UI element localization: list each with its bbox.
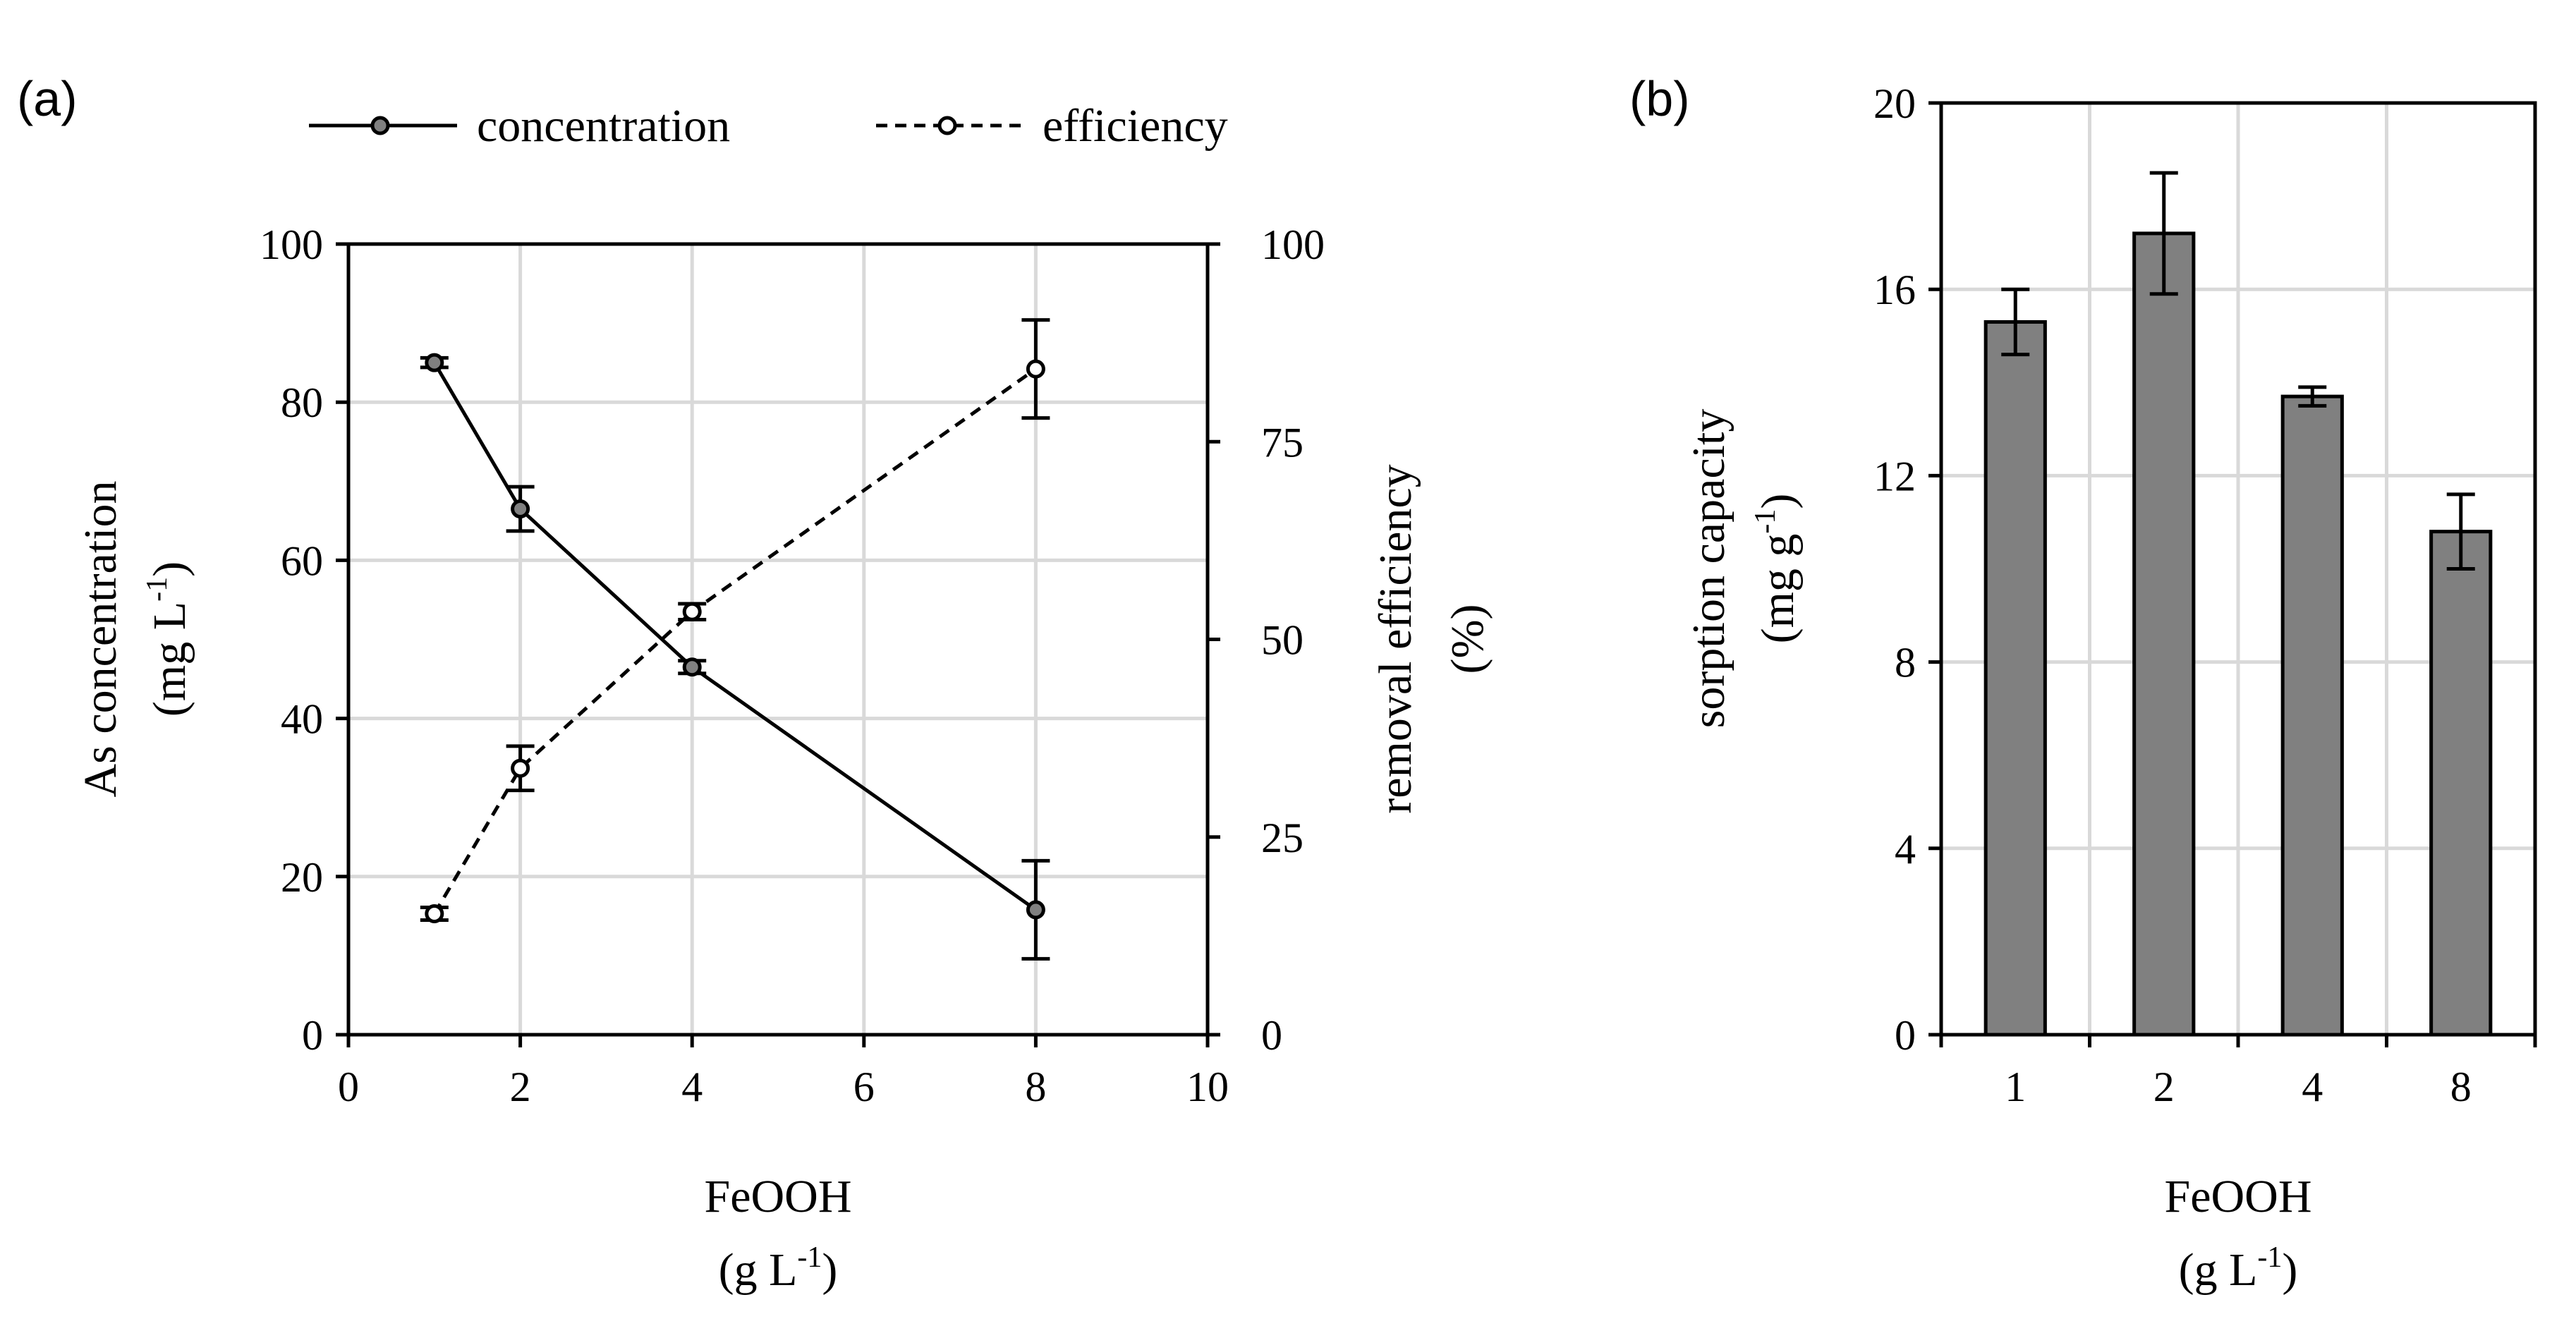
panel-label: (a) [17, 71, 78, 126]
legend-label-efficiency: efficiency [1043, 100, 1228, 152]
y-left-tick-label: 20 [281, 854, 323, 901]
y-tick-label: 20 [1873, 80, 1916, 127]
x-tick-label: 2 [510, 1064, 531, 1110]
y-left-tick-label: 60 [281, 537, 323, 584]
data-point-efficiency [511, 758, 530, 778]
x-tick-label: 0 [338, 1064, 359, 1110]
series-line-efficiency [432, 367, 1037, 915]
y-tick-label: 0 [1895, 1012, 1916, 1059]
data-point-concentration [425, 353, 444, 372]
x-axis-title: FeOOH [705, 1171, 852, 1222]
y-tick-label: 4 [1895, 826, 1916, 872]
bar-2 [2132, 231, 2196, 1037]
x-tick-label: 8 [2450, 1064, 2472, 1110]
y-right-tick-label: 75 [1261, 419, 1304, 466]
plot-frame [346, 242, 1210, 1037]
panel-label: (b) [1629, 71, 1690, 126]
panel-a-line-chart: 0 20 40 60 80 100 0 25 50 75 100 0 2 4 6 8 10 concentrati… [17, 71, 1493, 1296]
legend-label-concentration: concentration [477, 100, 730, 152]
y-left-axis-title: As concentration [75, 480, 126, 797]
data-point-efficiency [682, 602, 702, 621]
y-axis-title: sorption capacity [1683, 409, 1734, 729]
y-left-axis-unit: (mg L-1) [141, 561, 195, 717]
y-right-tick-label: 100 [1261, 221, 1325, 268]
bar-8 [2429, 530, 2493, 1037]
x-axis-unit: (g L-1) [719, 1241, 838, 1296]
data-point-concentration [1026, 900, 1045, 920]
x-tick-label: 10 [1186, 1064, 1229, 1110]
y-right-axis-unit: (%) [1442, 604, 1493, 674]
y-right-tick-label: 25 [1261, 815, 1304, 861]
legend-marker-concentration [370, 116, 390, 135]
x-axis-title: FeOOH [2165, 1171, 2312, 1222]
data-point-efficiency [1026, 359, 1045, 379]
legend-marker-efficiency [937, 116, 957, 135]
series-line-concentration [432, 361, 1037, 911]
data-point-concentration [511, 499, 530, 519]
y-tick-label: 8 [1895, 640, 1916, 686]
x-tick-label: 2 [2153, 1064, 2175, 1110]
y-left-tick-label: 100 [260, 221, 323, 268]
y-left-tick-label: 40 [281, 696, 323, 743]
y-right-tick-label: 50 [1261, 617, 1304, 664]
y-right-axis-title: removal efficiency [1370, 464, 1421, 813]
y-tick-label: 16 [1873, 267, 1916, 313]
x-tick-label: 4 [681, 1064, 703, 1110]
bar-4 [2280, 394, 2344, 1037]
y-axis-unit: (mg g-1) [1749, 494, 1804, 644]
bar-1 [1983, 320, 2047, 1037]
data-point-concentration [682, 657, 702, 677]
x-axis-unit: (g L-1) [2179, 1241, 2298, 1296]
y-right-tick-label: 0 [1261, 1012, 1282, 1059]
y-tick-label: 12 [1873, 453, 1916, 499]
y-left-tick-label: 80 [281, 379, 323, 426]
x-tick-label: 8 [1025, 1064, 1046, 1110]
y-left-tick-label: 0 [302, 1012, 323, 1059]
x-tick-label: 4 [2302, 1064, 2323, 1110]
x-tick-label: 6 [853, 1064, 875, 1110]
data-point-efficiency [425, 904, 444, 923]
x-tick-label: 1 [2005, 1064, 2026, 1110]
